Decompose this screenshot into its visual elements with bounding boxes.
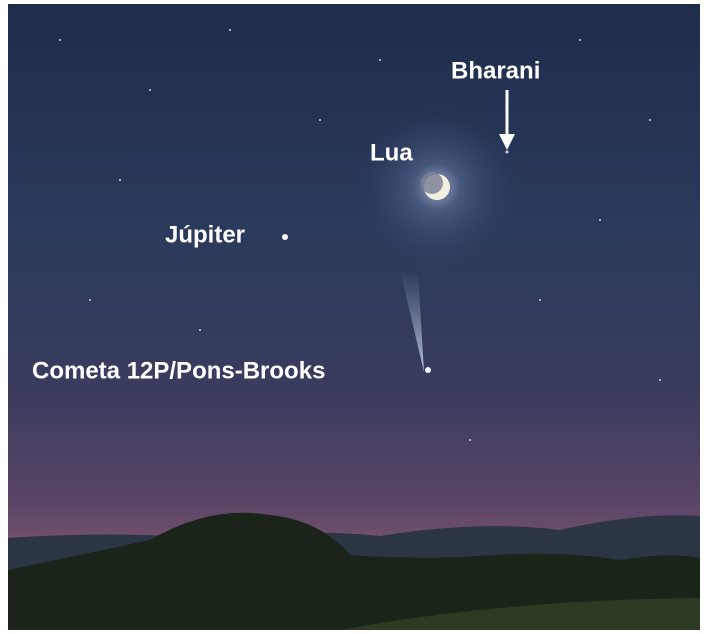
page: Bharani Lua Júpiter Cometa 12P/Pons-Broo…: [0, 0, 708, 634]
label-comet: Cometa 12P/Pons-Brooks: [32, 357, 325, 384]
label-moon: Lua: [370, 139, 413, 166]
comet-head: [425, 367, 431, 373]
moon-shadow: [421, 172, 443, 194]
jupiter: [282, 234, 288, 240]
photo: Bharani Lua Júpiter Cometa 12P/Pons-Broo…: [0, 0, 708, 634]
label-jupiter: Júpiter: [165, 221, 245, 248]
label-bharani: Bharani: [451, 57, 540, 84]
